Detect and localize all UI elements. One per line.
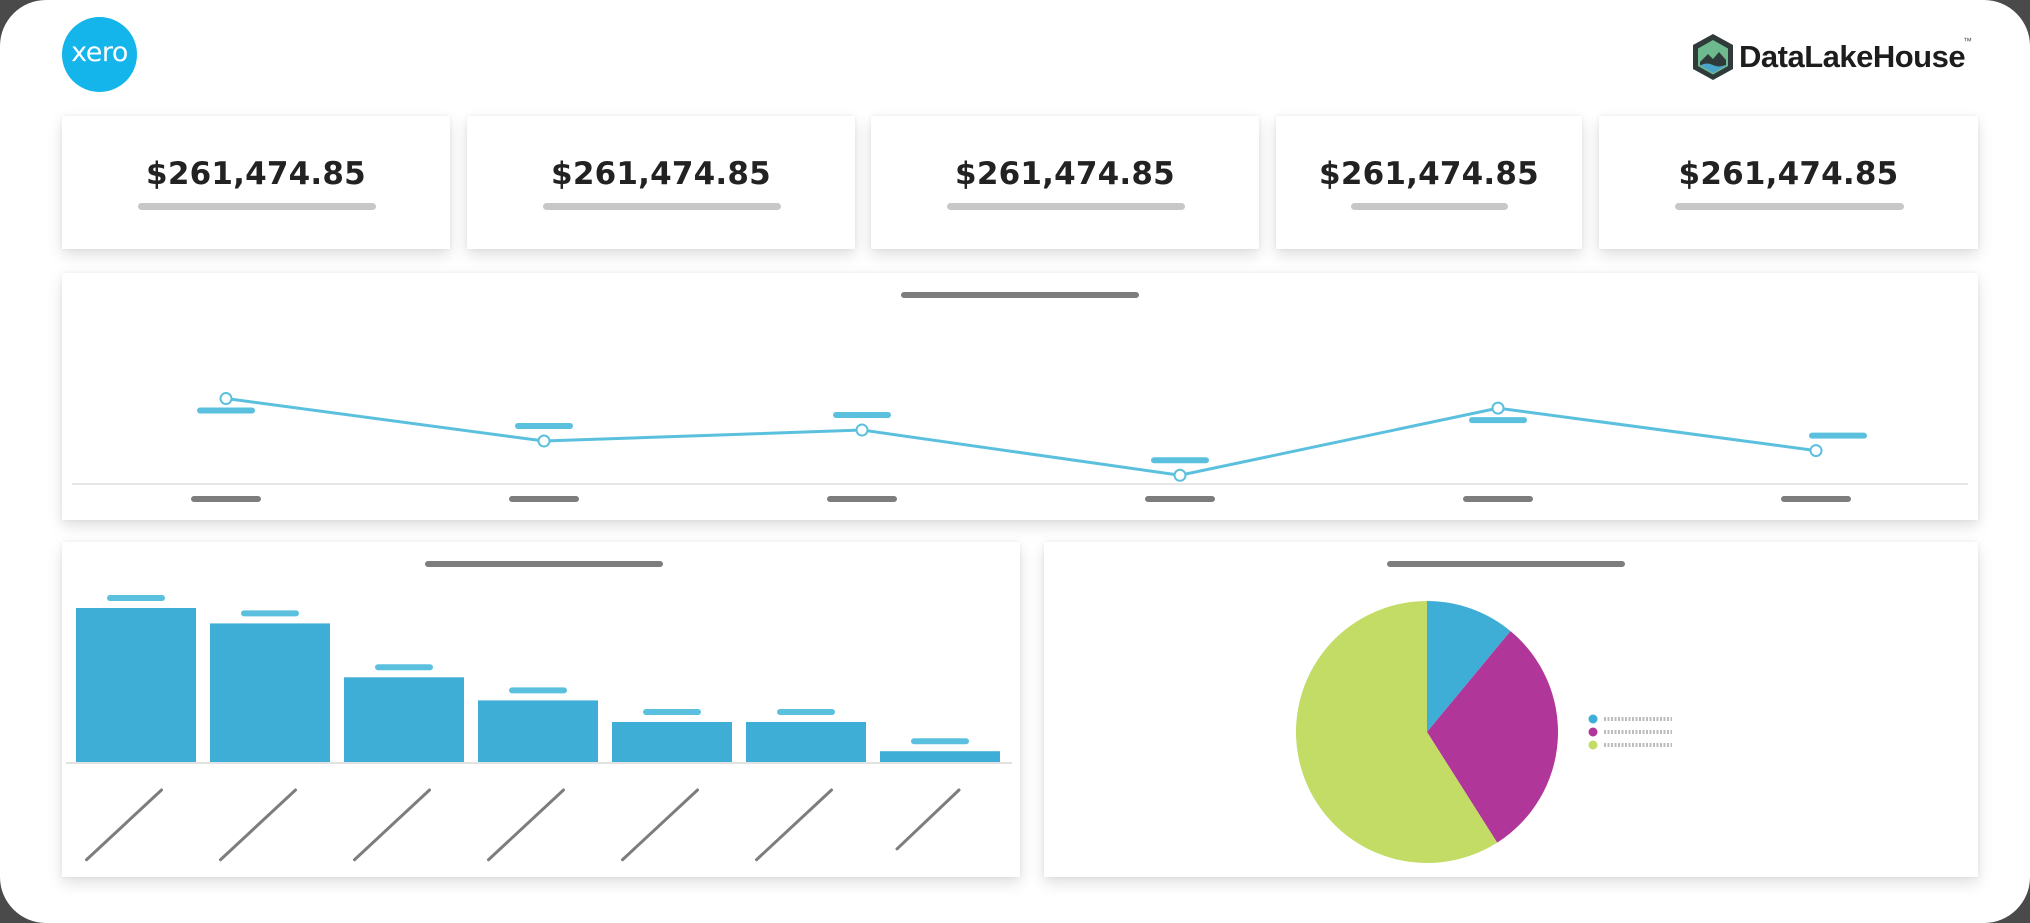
x-tick-label-placeholder	[219, 788, 297, 862]
bar-chart	[66, 595, 1012, 862]
bar	[478, 700, 598, 762]
kpi-label-placeholder	[1675, 203, 1904, 210]
kpi-label-placeholder	[138, 203, 376, 210]
kpi-value: $261,474.85	[551, 156, 771, 192]
kpi-card: $261,474.85	[1599, 116, 1978, 249]
x-tick-label-placeholder	[353, 788, 431, 862]
bar	[76, 608, 196, 762]
data-point	[1491, 401, 1505, 415]
x-tick-label-placeholder	[895, 788, 961, 851]
kpi-value: $261,474.85	[955, 156, 1175, 192]
legend-swatch	[1588, 714, 1598, 724]
kpi-card: $261,474.85	[1276, 116, 1582, 249]
kpi-label-placeholder	[947, 203, 1185, 210]
legend-swatch	[1588, 727, 1598, 737]
pie-slice	[1296, 601, 1498, 863]
datalakehouse-logo-text: DataLakeHouse	[1739, 39, 1966, 74]
kpi-card: $261,474.85	[62, 116, 450, 249]
x-tick-label-placeholder	[85, 788, 163, 862]
trademark-mark: ™	[1963, 36, 1972, 46]
data-point	[1809, 444, 1823, 458]
data-point	[1173, 468, 1187, 482]
data-point	[537, 434, 551, 448]
kpi-label-placeholder	[1351, 203, 1508, 210]
pie-slice	[1427, 601, 1511, 732]
bar	[880, 751, 1000, 762]
series-line	[225, 397, 1817, 477]
bar-chart-title-placeholder	[425, 561, 663, 567]
kpi-card: $261,474.85	[467, 116, 855, 249]
bar	[746, 721, 866, 762]
line-chart-card	[62, 273, 1978, 520]
kpi-label-placeholder	[543, 203, 781, 210]
line-chart-title-placeholder	[901, 292, 1139, 298]
kpi-value: $261,474.85	[1678, 156, 1899, 192]
xero-logo: xero	[62, 17, 137, 92]
pie-chart	[1296, 601, 1672, 863]
bar	[612, 721, 732, 762]
datalakehouse-hexagon-icon	[1693, 34, 1733, 80]
xero-logo-text: xero	[71, 37, 128, 68]
x-tick-label-placeholder	[487, 788, 565, 862]
pie-chart-title-placeholder	[1387, 561, 1625, 567]
kpi-value: $261,474.85	[146, 156, 366, 192]
pie-slice	[1427, 631, 1558, 843]
x-tick-label-placeholder	[755, 788, 833, 862]
kpi-value: $261,474.85	[1319, 156, 1539, 192]
bar	[210, 623, 330, 762]
kpi-card: $261,474.85	[871, 116, 1259, 249]
bar-chart-card	[62, 542, 1020, 877]
bar	[344, 677, 464, 762]
data-point	[855, 423, 869, 437]
pie-chart-card	[1044, 542, 1978, 877]
x-tick-label-placeholder	[621, 788, 699, 862]
data-point	[219, 392, 233, 406]
line-chart	[72, 392, 1968, 502]
legend-swatch	[1588, 740, 1598, 750]
